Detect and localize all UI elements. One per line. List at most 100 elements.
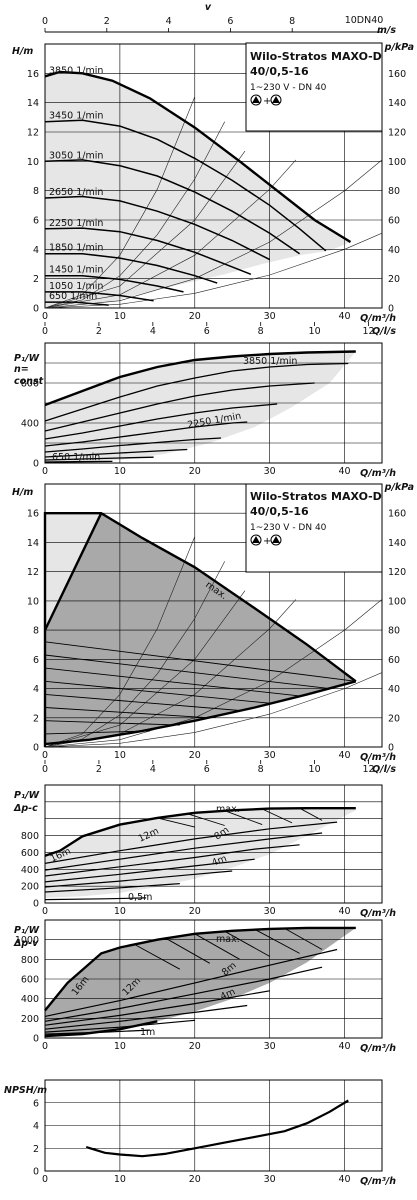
max-power-curve [44, 926, 356, 1012]
control-region [45, 513, 356, 745]
y-tick-label: 14 [27, 98, 39, 109]
cross-line [262, 808, 293, 824]
power-curve [44, 948, 338, 1017]
y-tick-label: 2 [33, 713, 39, 724]
svg-text:+: + [263, 536, 271, 547]
y-tick-label: 6 [33, 216, 39, 227]
y-right-tick-label: 0 [388, 743, 394, 754]
y-right-tick-label: 60 [388, 655, 400, 666]
x-axis-label: Q/m³/h [360, 1176, 396, 1187]
y-right-tick-label: 20 [388, 274, 400, 285]
speed-curve-label: 1050 1/min [49, 281, 103, 292]
y-tick-label: 10 [27, 596, 39, 607]
cross-line [157, 817, 195, 828]
y-tick-label: 8 [33, 186, 39, 197]
speed-curve [45, 274, 184, 293]
power-curve [44, 460, 113, 463]
y-tick-label: 600 [21, 975, 39, 986]
left-boundary [43, 512, 103, 631]
y-axis-label-3: const [14, 376, 44, 387]
system-curve [44, 159, 297, 309]
speed-curve [45, 301, 109, 306]
cross-line [187, 813, 225, 826]
max-label: max. [216, 804, 240, 815]
x-axis-label: Q/m³/h [360, 313, 396, 324]
power-envelope [45, 351, 356, 463]
power-curve [44, 382, 315, 432]
y-right-tick-label: 100 [388, 596, 406, 607]
speed-curve-label: 3450 1/min [49, 111, 103, 122]
system-curve [44, 159, 383, 309]
label-1m: 1m [140, 1027, 155, 1038]
y-right-tick-label: 160 [388, 509, 406, 520]
secondary-tick-label: 0 [42, 764, 48, 775]
min-curve [44, 680, 357, 746]
x-tick-label: 0 [42, 1174, 48, 1185]
y-tick-label: 0 [33, 899, 39, 910]
y-right-tick-label: 80 [388, 186, 400, 197]
secondary-axis-label: Q/l/s [372, 764, 396, 775]
power-curve [44, 456, 154, 461]
y-tick-label: 800 [21, 955, 39, 966]
x-tick-label: 10 [114, 311, 126, 322]
model-label: 10DN40 [345, 15, 384, 26]
x-tick-label: 0 [42, 906, 48, 917]
npsh-curve [85, 1099, 349, 1158]
x-tick-label: 40 [339, 1041, 351, 1052]
y-tick-label: 200 [21, 882, 39, 893]
y-tick-label: 16 [27, 69, 39, 80]
y-tick-label: 4 [33, 1121, 39, 1132]
x-axis-label: Q/m³/h [360, 752, 396, 763]
y-tick-label: 600 [21, 848, 39, 859]
y-tick-label: 16 [27, 509, 39, 520]
secondary-tick-label: 6 [204, 326, 210, 337]
y-right-tick-label: 120 [388, 128, 406, 139]
system-curve [44, 96, 196, 309]
secondary-tick-label: 12 [362, 326, 374, 337]
legend-title-line1: Wilo-Stratos MAXO-D [250, 50, 382, 63]
power-curve [44, 448, 188, 458]
speed-curve-label: 1850 1/min [49, 243, 103, 254]
power-curve [44, 362, 349, 422]
power-curve [44, 858, 255, 883]
y-right-tick-label: 0 [388, 304, 394, 315]
speed-curve [44, 70, 352, 244]
max-label: max. [216, 934, 240, 945]
power-curve [44, 844, 300, 877]
y-tick-label: 6 [33, 1098, 39, 1109]
y-tick-label: 0 [33, 1034, 39, 1045]
y-axis-label-2: Δp-c [13, 803, 38, 814]
power-curve [44, 870, 233, 888]
control-line [44, 707, 210, 719]
x-tick-label: 10 [114, 906, 126, 917]
y-tick-label: 800 [21, 831, 39, 842]
y-tick-label: 400 [21, 994, 39, 1005]
y-tick-label: 400 [21, 419, 39, 430]
y-tick-label: 0 [33, 1167, 39, 1178]
power-curve [44, 403, 278, 440]
power-curve [44, 897, 147, 901]
secondary-tick-label: 8 [258, 326, 264, 337]
min-power-curve [44, 1020, 158, 1038]
x-tick-label: 0 [42, 466, 48, 477]
secondary-tick-label: 10 [309, 764, 321, 775]
label-4m: 4m [210, 853, 228, 869]
y-tick-label: 6 [33, 655, 39, 666]
speed-curve-label: 1450 1/min [49, 265, 103, 276]
speed-curve [45, 252, 218, 284]
system-curve [44, 121, 225, 309]
control-line [44, 680, 270, 704]
power-label-low: 650 1/min [52, 452, 100, 463]
velocity-tick-labels: 0 2 4 6 8 [42, 16, 382, 33]
speed-curve [44, 195, 271, 261]
x-tick-label: 30 [264, 466, 276, 477]
svg-text:+: + [263, 96, 271, 107]
y-right-tick-label: 20 [388, 713, 400, 724]
x-tick-label: 20 [189, 906, 201, 917]
y-right-axis-label: p/kPa [384, 482, 414, 493]
secondary-tick-label: 6 [204, 764, 210, 775]
y-tick-label: 2 [33, 1144, 39, 1155]
control-line [44, 667, 300, 697]
